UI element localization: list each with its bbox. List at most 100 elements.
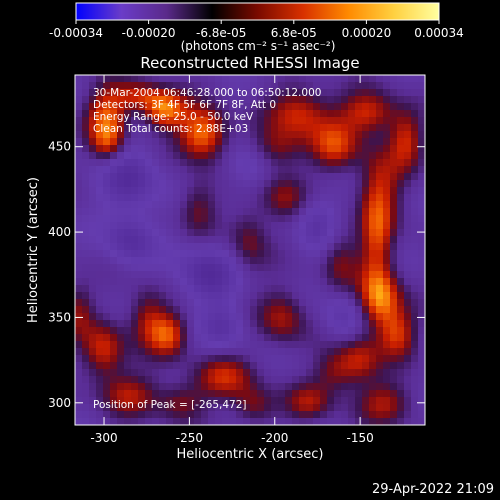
heatmap-cell (285, 327, 293, 335)
heatmap-cell (397, 376, 405, 384)
heatmap-cell (320, 89, 328, 97)
heatmap-cell (327, 306, 335, 314)
heatmap-cell (271, 201, 279, 209)
heatmap-cell (362, 110, 370, 118)
heatmap-cell (222, 418, 230, 426)
heatmap-cell (390, 292, 398, 300)
heatmap-cell (215, 166, 223, 174)
heatmap-cell (187, 229, 195, 237)
heatmap-cell (313, 257, 321, 265)
heatmap-cell (131, 236, 139, 244)
heatmap-cell (383, 75, 391, 83)
heatmap-cell (117, 404, 125, 412)
heatmap-cell (82, 376, 90, 384)
heatmap-cell (299, 236, 307, 244)
heatmap-cell (110, 159, 118, 167)
heatmap-cell (166, 103, 174, 111)
heatmap-cell (397, 285, 405, 293)
heatmap-cell (173, 96, 181, 104)
heatmap-cell (236, 306, 244, 314)
heatmap-cell (418, 243, 426, 251)
heatmap-cell (271, 404, 279, 412)
heatmap-cell (138, 264, 146, 272)
heatmap-cell (257, 397, 265, 405)
heatmap-cell (285, 159, 293, 167)
heatmap-cell (257, 390, 265, 398)
heatmap-cell (194, 75, 202, 83)
heatmap-cell (334, 131, 342, 139)
heatmap-cell (110, 376, 118, 384)
heatmap-cell (131, 411, 139, 419)
heatmap-cell (348, 278, 356, 286)
heatmap-cell (369, 348, 377, 356)
heatmap-cell (222, 138, 230, 146)
heatmap-cell (278, 152, 286, 160)
colorbar-tick-label: -6.8e-05 (196, 26, 246, 40)
heatmap-cell (96, 299, 104, 307)
heatmap-cell (75, 278, 83, 286)
heatmap-cell (180, 187, 188, 195)
heatmap-cell (383, 250, 391, 258)
heatmap-cell (173, 404, 181, 412)
heatmap-cell (278, 89, 286, 97)
heatmap-cell (152, 278, 160, 286)
heatmap-cell (250, 215, 258, 223)
heatmap-cell (327, 103, 335, 111)
heatmap-cell (194, 201, 202, 209)
heatmap-cell (369, 306, 377, 314)
heatmap-cell (257, 278, 265, 286)
heatmap-cell (320, 285, 328, 293)
heatmap-cell (82, 229, 90, 237)
heatmap-cell (390, 348, 398, 356)
heatmap-cell (152, 264, 160, 272)
heatmap-cell (187, 313, 195, 321)
heatmap-cell (243, 229, 251, 237)
heatmap-cell (180, 257, 188, 265)
heatmap-cell (201, 110, 209, 118)
heatmap-cell (194, 327, 202, 335)
heatmap-cell (243, 236, 251, 244)
heatmap-cell (348, 222, 356, 230)
heatmap-cell (306, 299, 314, 307)
heatmap-cell (306, 376, 314, 384)
heatmap-cell (341, 215, 349, 223)
heatmap-cell (243, 180, 251, 188)
heatmap-cell (257, 201, 265, 209)
heatmap-cell (285, 411, 293, 419)
heatmap-cell (411, 208, 419, 216)
heatmap-cell (271, 390, 279, 398)
heatmap-cell (110, 383, 118, 391)
heatmap-cell (215, 229, 223, 237)
heatmap-cell (327, 236, 335, 244)
heatmap-cell (89, 292, 97, 300)
heatmap-cell (222, 124, 230, 132)
heatmap-cell (96, 229, 104, 237)
heatmap-cell (166, 285, 174, 293)
heatmap-cell (376, 215, 384, 223)
heatmap-cell (145, 229, 153, 237)
heatmap-cell (327, 152, 335, 160)
heatmap-cell (180, 138, 188, 146)
heatmap-cell (243, 166, 251, 174)
heatmap-cell (82, 257, 90, 265)
heatmap-cell (208, 117, 216, 125)
heatmap-cell (145, 194, 153, 202)
heatmap-cell (166, 236, 174, 244)
heatmap-cell (243, 369, 251, 377)
heatmap-cell (348, 166, 356, 174)
heatmap-cell (390, 264, 398, 272)
heatmap-cell (341, 376, 349, 384)
heatmap-cell (208, 292, 216, 300)
heatmap-cell (110, 411, 118, 419)
heatmap-cell (383, 89, 391, 97)
heatmap-cell (306, 138, 314, 146)
heatmap-cell (278, 390, 286, 398)
heatmap-cell (327, 110, 335, 118)
heatmap-cell (138, 75, 146, 83)
heatmap-cell (264, 341, 272, 349)
heatmap-cell (187, 208, 195, 216)
heatmap-cell (369, 82, 377, 90)
heatmap-cell (327, 327, 335, 335)
heatmap-cell (166, 348, 174, 356)
heatmap-cell (166, 243, 174, 251)
